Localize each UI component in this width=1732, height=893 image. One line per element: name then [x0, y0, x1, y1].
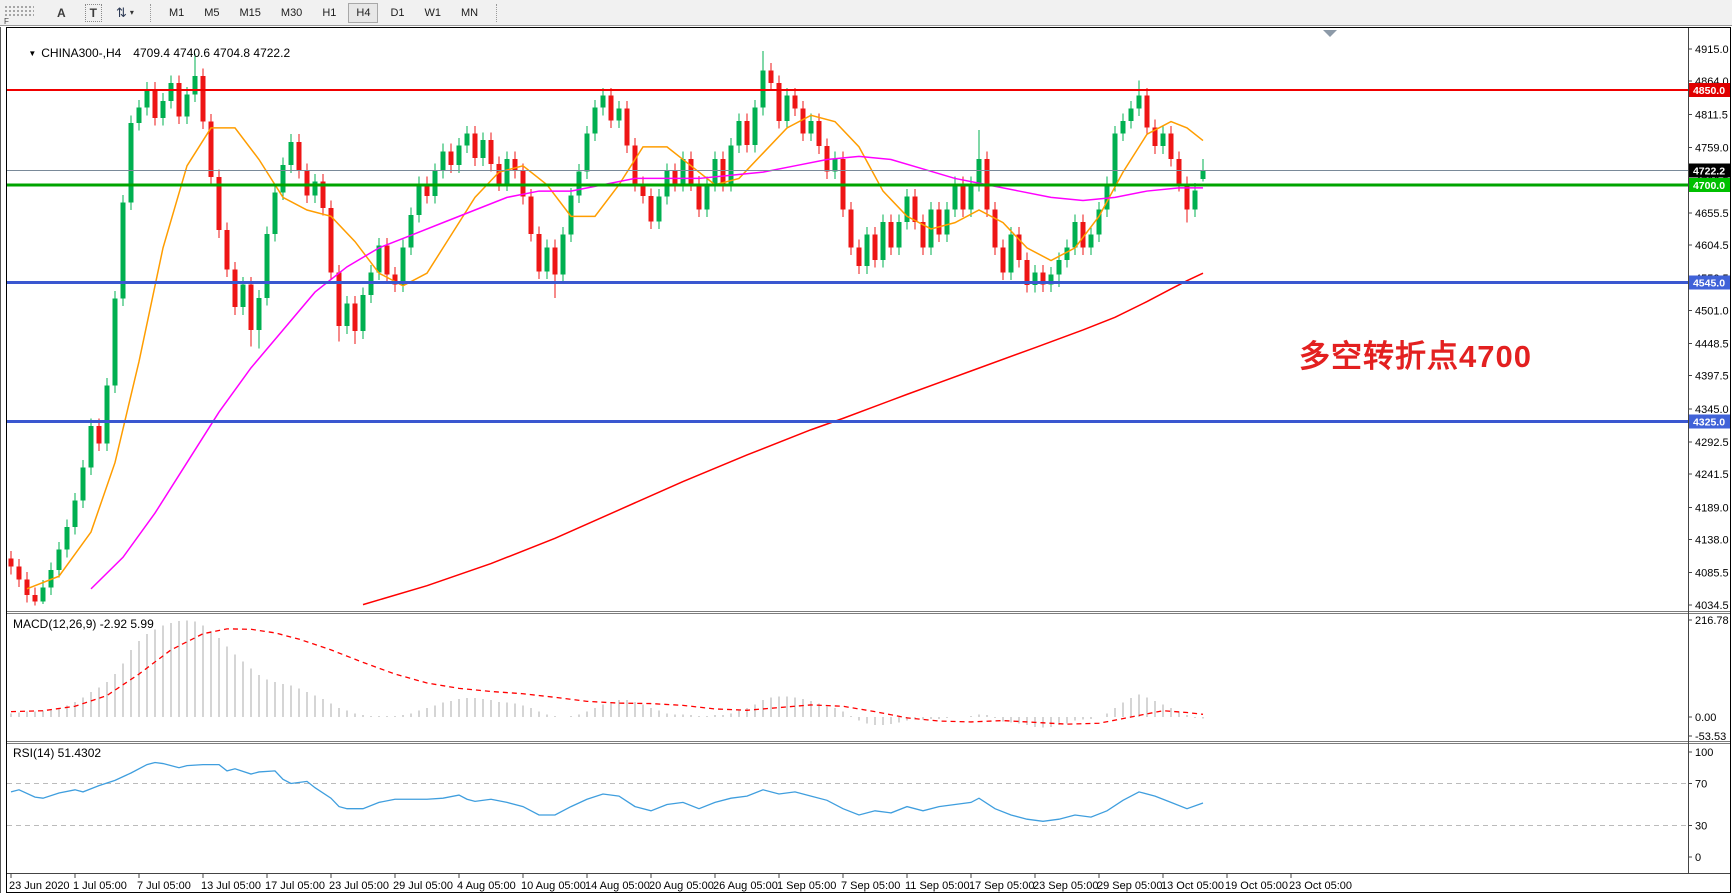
svg-text:216.78: 216.78 [1695, 615, 1729, 627]
svg-text:0.00: 0.00 [1695, 712, 1716, 724]
svg-text:26 Aug 05:00: 26 Aug 05:00 [713, 880, 778, 892]
timeframe-button-w1[interactable]: W1 [417, 3, 450, 23]
svg-text:13 Oct 05:00: 13 Oct 05:00 [1161, 880, 1224, 892]
collapse-arrow-icon[interactable]: ▼ [28, 49, 37, 58]
ohlc-values: 4709.4 4740.6 4704.8 4722.2 [133, 46, 291, 60]
rsi-indicator-label: RSI(14) 51.4302 [13, 746, 102, 760]
svg-text:4397.5: 4397.5 [1695, 371, 1729, 383]
svg-text:4138.0: 4138.0 [1695, 535, 1729, 547]
svg-text:4 Aug 05:00: 4 Aug 05:00 [457, 880, 516, 892]
svg-text:4811.5: 4811.5 [1695, 109, 1728, 121]
chart-annotation-text[interactable]: 多空转折点4700 [1299, 339, 1532, 374]
toolbar: F A T ⇅ ▾ M1 M5 M15 M30 H1 H4 D1 W1 MN [0, 0, 1732, 26]
toolbar-separator [149, 3, 151, 22]
macd-indicator-label: MACD(12,26,9) -2.92 5.99 [13, 617, 154, 631]
timeframe-button-m5[interactable]: M5 [196, 3, 227, 23]
svg-text:11 Sep 05:00: 11 Sep 05:00 [905, 880, 970, 892]
svg-text:4604.5: 4604.5 [1695, 240, 1729, 252]
svg-text:23 Jun 2020: 23 Jun 2020 [9, 880, 70, 892]
svg-text:10 Aug 05:00: 10 Aug 05:00 [521, 880, 586, 892]
symbol-period-label: CHINA300-,H4 [41, 46, 122, 60]
svg-text:29 Jul 05:00: 29 Jul 05:00 [393, 880, 453, 892]
svg-text:70: 70 [1695, 779, 1707, 791]
timeframe-button-h1[interactable]: H1 [314, 3, 344, 23]
svg-text:30: 30 [1695, 821, 1707, 833]
timeframe-button-d1[interactable]: D1 [382, 3, 412, 23]
toolbar-grip-label: F [4, 16, 9, 26]
window-left-edge [0, 27, 1, 893]
svg-text:19 Oct 05:00: 19 Oct 05:00 [1225, 880, 1288, 892]
svg-text:1 Jul 05:00: 1 Jul 05:00 [73, 880, 127, 892]
chart-canvas[interactable]: 4915.04864.04811.54759.04706.54655.54604… [7, 28, 1730, 892]
svg-text:4189.0: 4189.0 [1695, 502, 1729, 514]
svg-text:4915.0: 4915.0 [1695, 44, 1729, 56]
svg-text:13 Jul 05:00: 13 Jul 05:00 [201, 880, 261, 892]
svg-text:23 Jul 05:00: 23 Jul 05:00 [329, 880, 389, 892]
svg-text:0: 0 [1695, 852, 1701, 864]
cycle-arrows-button[interactable]: ⇅ ▾ [114, 3, 136, 23]
svg-text:4085.5: 4085.5 [1695, 568, 1729, 580]
cycle-arrows-icon: ⇅ [116, 4, 127, 20]
toolbar-grip-icon[interactable]: F [4, 4, 34, 26]
svg-text:4345.0: 4345.0 [1695, 404, 1729, 416]
svg-text:4545.0: 4545.0 [1693, 278, 1725, 290]
svg-text:4501.0: 4501.0 [1695, 305, 1729, 317]
svg-text:4655.5: 4655.5 [1695, 208, 1729, 220]
timeframe-button-h4[interactable]: H4 [348, 2, 379, 23]
svg-text:4722.2: 4722.2 [1693, 166, 1725, 178]
chart-shift-marker-icon[interactable] [1323, 30, 1337, 37]
timeframe-button-m15[interactable]: M15 [232, 3, 269, 23]
svg-text:4325.0: 4325.0 [1693, 417, 1725, 429]
arrow-tool-button[interactable]: A [50, 3, 73, 23]
svg-text:23 Oct 05:00: 23 Oct 05:00 [1289, 880, 1352, 892]
svg-text:4700.0: 4700.0 [1693, 180, 1725, 192]
timeframe-button-m30[interactable]: M30 [273, 3, 310, 23]
timeframe-button-group: M1 M5 M15 M30 H1 H4 D1 W1 MN [159, 2, 488, 23]
svg-text:20 Aug 05:00: 20 Aug 05:00 [649, 880, 714, 892]
svg-text:17 Sep 05:00: 17 Sep 05:00 [969, 880, 1034, 892]
svg-text:100: 100 [1695, 747, 1713, 759]
toolbar-separator [496, 3, 498, 22]
chart-window[interactable]: 4915.04864.04811.54759.04706.54655.54604… [6, 27, 1731, 893]
svg-text:23 Sep 05:00: 23 Sep 05:00 [1033, 880, 1098, 892]
svg-text:4759.0: 4759.0 [1695, 142, 1729, 154]
svg-text:17 Jul 05:00: 17 Jul 05:00 [265, 880, 325, 892]
svg-text:4034.5: 4034.5 [1695, 600, 1729, 612]
svg-text:7 Sep 05:00: 7 Sep 05:00 [841, 880, 900, 892]
svg-text:14 Aug 05:00: 14 Aug 05:00 [585, 880, 650, 892]
svg-text:4292.5: 4292.5 [1695, 437, 1729, 449]
svg-text:1 Sep 05:00: 1 Sep 05:00 [777, 880, 836, 892]
svg-text:4850.0: 4850.0 [1693, 85, 1725, 97]
timeframe-button-m1[interactable]: M1 [161, 3, 192, 23]
svg-text:7 Jul 05:00: 7 Jul 05:00 [137, 880, 191, 892]
timeframe-button-mn[interactable]: MN [453, 3, 486, 23]
text-tool-button[interactable]: T [84, 3, 103, 22]
svg-text:29 Sep 05:00: 29 Sep 05:00 [1097, 880, 1162, 892]
svg-text:4448.5: 4448.5 [1695, 339, 1729, 351]
svg-text:4241.5: 4241.5 [1695, 469, 1729, 481]
dropdown-caret-icon: ▾ [129, 8, 134, 17]
svg-text:-53.53: -53.53 [1695, 731, 1726, 743]
chart-title: ▼ CHINA300-,H4 4709.4 4740.6 4704.8 4722.2 [15, 32, 290, 74]
